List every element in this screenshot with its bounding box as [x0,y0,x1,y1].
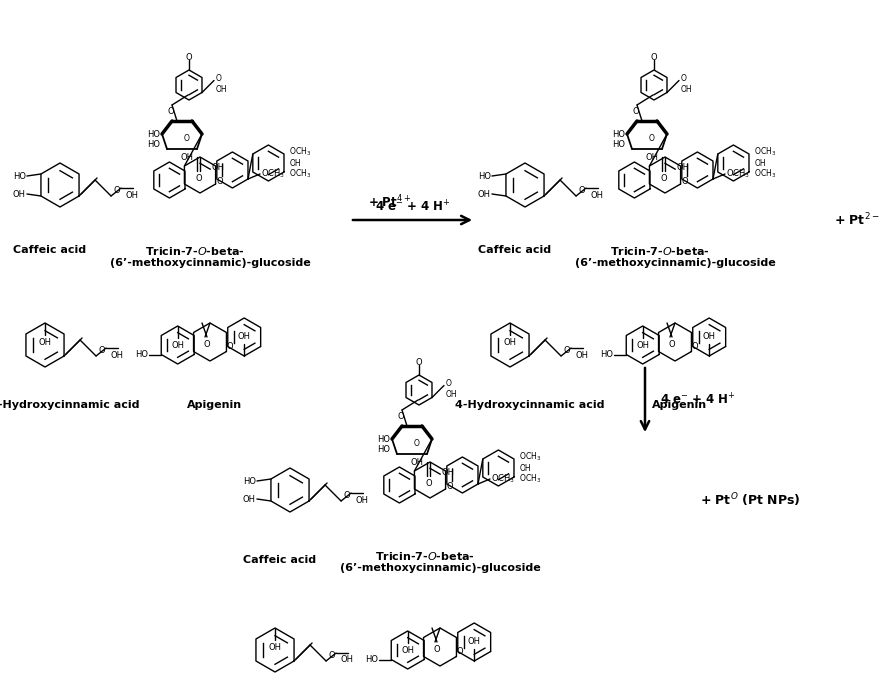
Text: O: O [661,174,667,183]
Text: (6’-methoxycinnamic)-glucoside: (6’-methoxycinnamic)-glucoside [575,258,775,268]
Text: OCH$_3$: OCH$_3$ [261,168,285,180]
Text: OCH$_3$: OCH$_3$ [754,167,776,180]
Text: 4 e$^{-}$ + 4 H$^{+}$: 4 e$^{-}$ + 4 H$^{+}$ [375,200,451,215]
Text: (6’-methoxycinnamic)-glucoside: (6’-methoxycinnamic)-glucoside [339,563,540,573]
Text: O: O [416,358,423,367]
Text: + Pt$^{2-}$: + Pt$^{2-}$ [834,212,880,228]
Text: O: O [398,412,404,421]
Text: HO: HO [243,477,256,486]
Text: O: O [204,340,210,349]
Text: OCH$_3$: OCH$_3$ [754,146,776,158]
Text: HO: HO [136,350,148,359]
Text: O: O [649,133,655,142]
Text: OH: OH [503,338,517,347]
Text: O: O [447,482,453,491]
Text: O: O [186,53,192,62]
Text: O: O [414,439,420,448]
Text: O: O [669,340,675,349]
Text: Tricin-7-$O$-beta-: Tricin-7-$O$-beta- [375,550,475,562]
Text: O: O [633,106,640,115]
Text: + Pt$^{O}$ (Pt NPs): + Pt$^{O}$ (Pt NPs) [700,491,800,509]
Text: OH: OH [636,341,649,350]
Text: O: O [681,74,687,83]
Text: HO: HO [147,130,160,139]
Text: O: O [425,479,432,488]
Text: O: O [343,491,350,500]
Text: O: O [578,185,585,194]
Text: O: O [446,379,452,388]
Text: OH: OH [268,643,282,652]
Text: OCH$_3$: OCH$_3$ [290,167,312,180]
Text: OH: OH [110,350,123,359]
Text: OCH$_3$: OCH$_3$ [519,473,541,485]
Text: OH: OH [355,496,368,505]
Text: O: O [113,185,120,194]
Text: Tricin-7-$O$-beta-: Tricin-7-$O$-beta- [145,245,245,257]
Text: OH: OH [575,350,588,359]
Text: Apigenin: Apigenin [188,400,243,410]
Text: 4-Hydroxycinnamic acid: 4-Hydroxycinnamic acid [455,400,605,410]
Text: OCH$_3$: OCH$_3$ [491,473,515,485]
Text: HO: HO [478,171,491,180]
Text: Tricin-7-$O$-beta-: Tricin-7-$O$-beta- [610,245,710,257]
Text: Caffeic acid: Caffeic acid [13,245,87,255]
Text: OH: OH [478,189,491,198]
Text: HO: HO [377,434,390,443]
Text: Caffeic acid: Caffeic acid [244,555,316,565]
Text: OH: OH [519,464,531,473]
Text: OH: OH [38,338,51,347]
Text: OH: OH [681,85,693,94]
Text: (6’-methoxycinnamic)-glucoside: (6’-methoxycinnamic)-glucoside [110,258,310,268]
Text: OH: OH [340,656,353,664]
Text: O: O [184,133,190,142]
Text: Caffeic acid: Caffeic acid [478,245,552,255]
Text: O: O [691,342,698,351]
Text: OH: OH [703,332,716,341]
Text: OH: OH [290,158,301,167]
Text: OH: OH [125,190,138,199]
Text: O: O [98,346,105,355]
Text: OCH$_3$: OCH$_3$ [519,451,541,464]
Text: O: O [433,645,440,654]
Text: O: O [196,174,202,183]
Text: OH: OH [677,162,690,171]
Text: OH: OH [243,495,256,504]
Text: HO: HO [377,444,390,453]
Text: OH: OH [181,153,193,162]
Text: O: O [650,53,657,62]
Text: O: O [167,106,175,115]
Text: HO: HO [612,139,625,149]
Text: HO: HO [612,130,625,139]
Text: OCH$_3$: OCH$_3$ [726,168,750,180]
Text: O: O [456,647,462,656]
Text: OCH$_3$: OCH$_3$ [290,146,312,158]
Text: O: O [681,176,688,185]
Text: OH: OH [442,468,455,477]
Text: OH: OH [401,646,414,655]
Text: + Pt$^{4+}$: + Pt$^{4+}$ [369,194,412,210]
Text: HO: HO [147,139,160,149]
Text: OH: OH [237,332,251,341]
Text: OH: OH [468,637,481,646]
Text: O: O [328,650,335,659]
Text: O: O [216,74,222,83]
Text: OH: OH [216,85,228,94]
Text: OH: OH [13,189,26,198]
Text: OH: OH [754,158,766,167]
Text: OH: OH [212,162,225,171]
Text: Apigenin: Apigenin [652,400,708,410]
Text: OH: OH [590,190,603,199]
Text: HO: HO [13,171,26,180]
Text: OH: OH [171,341,184,350]
Text: OH: OH [446,390,457,399]
Text: OH: OH [646,153,658,162]
Text: O: O [226,342,233,351]
Text: HO: HO [365,655,378,664]
Text: OH: OH [410,458,424,467]
Text: 4 e$^{-}$ + 4 H$^{+}$: 4 e$^{-}$ + 4 H$^{+}$ [660,392,736,407]
Text: O: O [216,176,223,185]
Text: 4-Hydroxycinnamic acid: 4-Hydroxycinnamic acid [0,400,140,410]
Text: HO: HO [600,350,613,359]
Text: O: O [563,346,570,355]
